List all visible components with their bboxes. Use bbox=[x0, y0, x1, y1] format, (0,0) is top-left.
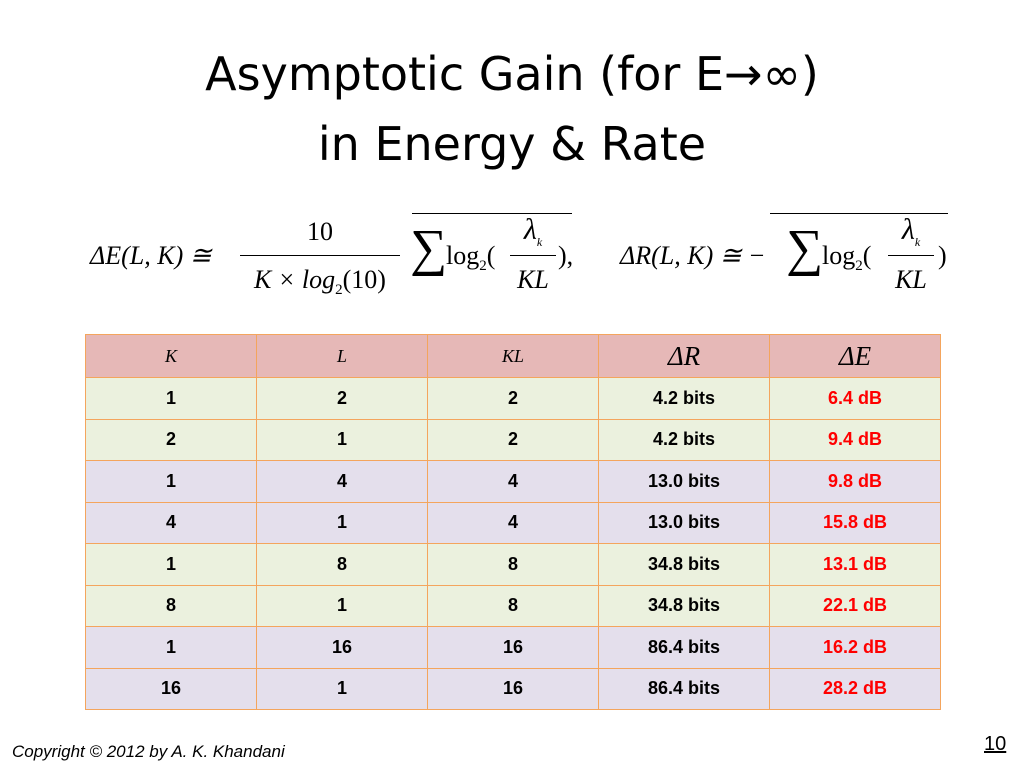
cell-kl: 4 bbox=[427, 501, 599, 544]
energy-formula-close: ), bbox=[558, 241, 574, 270]
cell-delta-e: 28.2 dB bbox=[769, 667, 941, 710]
cell-delta-e: 16.2 dB bbox=[769, 626, 941, 669]
cell-delta-e: 22.1 dB bbox=[769, 584, 941, 627]
header-l: L bbox=[256, 334, 428, 378]
cell-delta-r: 13.0 bits bbox=[598, 460, 770, 503]
cell-delta-r: 34.8 bits bbox=[598, 543, 770, 586]
cell-kl: 2 bbox=[427, 418, 599, 461]
cell-kl: 8 bbox=[427, 543, 599, 586]
cell-kl: 16 bbox=[427, 667, 599, 710]
energy-formula-lhs: ΔE(L, K) ≅ bbox=[90, 241, 212, 270]
energy-formula-inner-fraction: λk KL bbox=[510, 205, 556, 305]
cell-l: 1 bbox=[256, 584, 428, 627]
rate-formula-log: log2( bbox=[822, 241, 872, 275]
rate-formula-overbar bbox=[770, 213, 948, 214]
energy-formula-log: log2( bbox=[446, 241, 496, 275]
cell-delta-e: 13.1 dB bbox=[769, 543, 941, 586]
cell-k: 4 bbox=[85, 501, 257, 544]
cell-l: 1 bbox=[256, 501, 428, 544]
rate-formula-sigma: ∑ bbox=[786, 220, 824, 277]
cell-delta-r: 86.4 bits bbox=[598, 626, 770, 669]
rate-gain-formula: ΔR(L, K) ≅ − ∑ log2( λk KL ) bbox=[620, 205, 960, 305]
cell-k: 16 bbox=[85, 667, 257, 710]
cell-delta-r: 13.0 bits bbox=[598, 501, 770, 544]
cell-delta-r: 34.8 bits bbox=[598, 584, 770, 627]
energy-formula-fraction: 10 K × log2(10) bbox=[240, 205, 400, 305]
table-row: 16 1 16 86.4 bits 28.2 dB bbox=[85, 667, 941, 710]
energy-formula-numerator: 10 bbox=[307, 217, 333, 246]
energy-gain-formula: ΔE(L, K) ≅ 10 K × log2(10) ∑ log2( λk KL… bbox=[90, 205, 590, 305]
header-kl: KL bbox=[427, 334, 599, 378]
cell-delta-e: 6.4 dB bbox=[769, 377, 941, 420]
cell-delta-r: 86.4 bits bbox=[598, 667, 770, 710]
energy-formula-denominator: K × log2(10) bbox=[254, 265, 386, 299]
table-row: 1 16 16 86.4 bits 16.2 dB bbox=[85, 626, 941, 669]
title-line-1: Asymptotic Gain (for E→∞) bbox=[205, 47, 819, 101]
cell-l: 1 bbox=[256, 667, 428, 710]
table-row: 1 8 8 34.8 bits 13.1 dB bbox=[85, 543, 941, 586]
copyright-notice: Copyright © 2012 by A. K. Khandani bbox=[12, 742, 285, 761]
cell-kl: 2 bbox=[427, 377, 599, 420]
cell-kl: 8 bbox=[427, 584, 599, 627]
cell-delta-e: 15.8 dB bbox=[769, 501, 941, 544]
gain-table: K L KL ΔR ΔE 1 2 2 4.2 bits 6.4 dB 2 1 2… bbox=[85, 334, 941, 710]
cell-k: 1 bbox=[85, 626, 257, 669]
cell-l: 2 bbox=[256, 377, 428, 420]
rate-formula-inner-fraction: λk KL bbox=[888, 205, 934, 305]
cell-delta-r: 4.2 bits bbox=[598, 418, 770, 461]
table-row: 1 2 2 4.2 bits 6.4 dB bbox=[85, 377, 941, 420]
table-row: 2 1 2 4.2 bits 9.4 dB bbox=[85, 418, 941, 461]
cell-k: 1 bbox=[85, 460, 257, 503]
table-row: 8 1 8 34.8 bits 22.1 dB bbox=[85, 584, 941, 627]
header-k: K bbox=[85, 334, 257, 378]
rate-formula-lhs: ΔR(L, K) ≅ − bbox=[620, 241, 766, 270]
cell-l: 1 bbox=[256, 418, 428, 461]
cell-k: 1 bbox=[85, 377, 257, 420]
cell-delta-e: 9.8 dB bbox=[769, 460, 941, 503]
cell-kl: 16 bbox=[427, 626, 599, 669]
page-number[interactable]: 10 bbox=[984, 733, 1007, 755]
rate-formula-close: ) bbox=[938, 241, 947, 270]
cell-kl: 4 bbox=[427, 460, 599, 503]
cell-k: 1 bbox=[85, 543, 257, 586]
cell-delta-r: 4.2 bits bbox=[598, 377, 770, 420]
title-line-2: in Energy & Rate bbox=[317, 116, 707, 171]
table-header-row: K L KL ΔR ΔE bbox=[85, 334, 941, 378]
cell-delta-e: 9.4 dB bbox=[769, 418, 941, 461]
table-row: 4 1 4 13.0 bits 15.8 dB bbox=[85, 501, 941, 544]
header-delta-e: ΔE bbox=[769, 334, 941, 378]
table-row: 1 4 4 13.0 bits 9.8 dB bbox=[85, 460, 941, 503]
cell-k: 2 bbox=[85, 418, 257, 461]
energy-formula-overbar bbox=[412, 213, 572, 214]
cell-l: 16 bbox=[256, 626, 428, 669]
cell-l: 4 bbox=[256, 460, 428, 503]
header-delta-r: ΔR bbox=[598, 334, 770, 378]
energy-formula-sigma: ∑ bbox=[410, 220, 448, 277]
cell-k: 8 bbox=[85, 584, 257, 627]
slide-title: Asymptotic Gain (for E→∞) in Energy & Ra… bbox=[0, 40, 1024, 180]
cell-l: 8 bbox=[256, 543, 428, 586]
